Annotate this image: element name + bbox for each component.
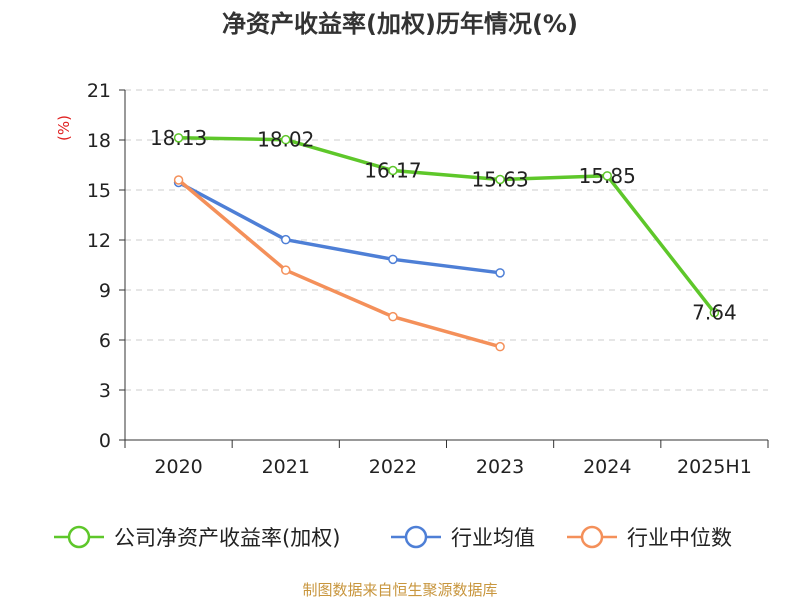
series-line [178, 136, 716, 314]
x-tick-label: 2022 [369, 456, 417, 478]
source-note: 制图数据来自恒生聚源数据库 [302, 581, 497, 599]
legend-label: 公司净资产收益率(加权) [114, 526, 340, 550]
chart-title: 净资产收益率(加权)历年情况(%) [222, 10, 578, 38]
data-point [281, 234, 291, 245]
data-point [173, 175, 184, 185]
y-tick-label: 9 [99, 280, 111, 302]
y-tick-label: 15 [87, 180, 111, 202]
grid-lines [125, 89, 768, 391]
series-line [177, 180, 501, 275]
y-tick-label: 21 [87, 80, 111, 102]
y-tick-label: 3 [99, 380, 111, 402]
data-point [495, 341, 505, 352]
y-tick-label: 0 [99, 430, 111, 452]
y-axis-unit: (%) [55, 115, 73, 141]
legend-marker [67, 525, 91, 549]
x-tick-label: 2020 [154, 456, 202, 478]
data-point [281, 265, 291, 275]
data-point [388, 254, 398, 265]
data-point [709, 307, 720, 318]
data-label: 7.64 [692, 301, 737, 325]
data-label: 18.02 [257, 128, 314, 152]
series-group: 18.13 18.02 16.17 15.63 15.85 7.64 [150, 126, 737, 352]
legend-marker [580, 525, 604, 549]
legend: 公司净资产收益率(加权) 行业均值 行业中位数 [54, 525, 732, 550]
data-point [173, 133, 184, 143]
data-label: 15.85 [579, 164, 636, 188]
y-tick-label: 12 [87, 230, 111, 252]
x-tick-label: 2021 [262, 456, 310, 478]
data-label: 18.13 [150, 126, 207, 150]
data-label: 16.17 [364, 159, 421, 183]
data-point [388, 311, 398, 322]
legend-label: 行业均值 [451, 526, 535, 550]
data-label: 15.63 [471, 168, 528, 192]
y-tick-label: 18 [87, 130, 111, 152]
axes: 0 3 6 9 12 15 18 21 2020 2021 2022 2023 2024 2025H1 [87, 80, 769, 478]
legend-label: 行业中位数 [627, 526, 732, 550]
x-tick-label: 2024 [583, 456, 631, 478]
x-tick-label: 2025H1 [677, 456, 752, 478]
data-point [495, 174, 505, 185]
y-tick-label: 6 [99, 330, 111, 352]
legend-marker [404, 525, 428, 549]
series-line [177, 178, 501, 349]
data-point [602, 171, 612, 181]
data-point [495, 268, 505, 278]
data-point [281, 134, 291, 145]
x-tick-label: 2023 [476, 456, 524, 478]
data-point [388, 165, 398, 176]
